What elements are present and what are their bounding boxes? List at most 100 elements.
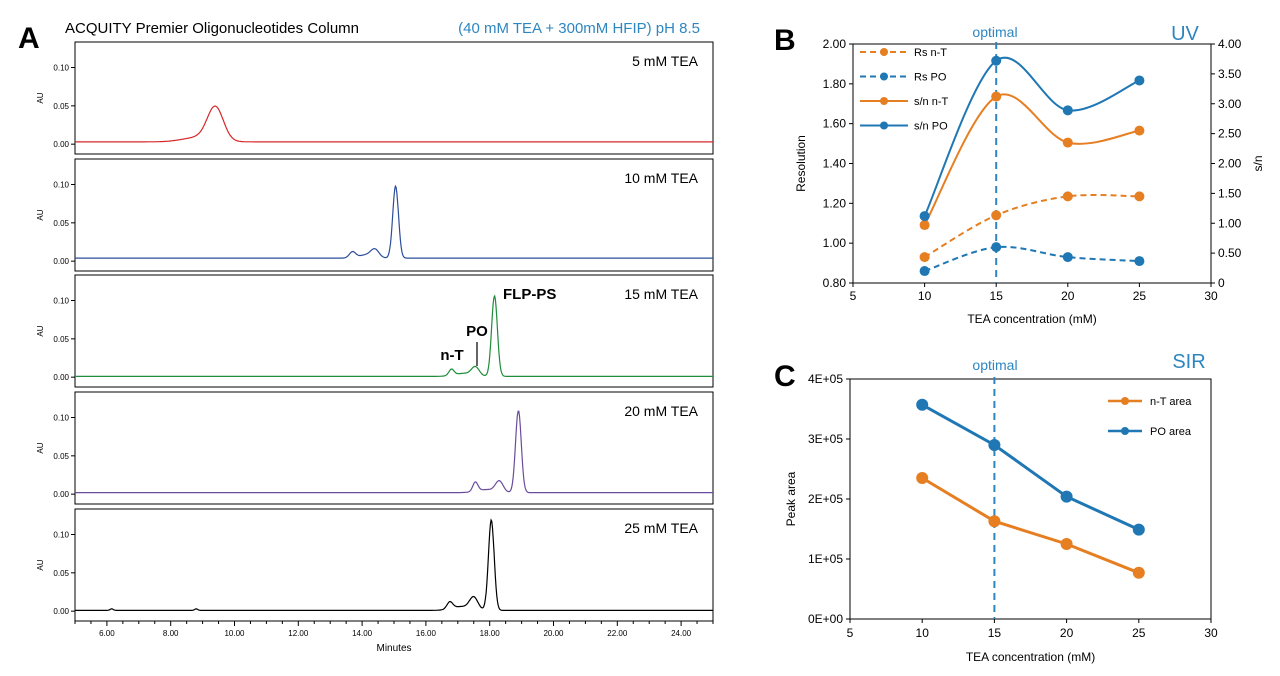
x-tick-label: 25 — [1132, 626, 1146, 640]
x-axis-label: TEA concentration (mM) — [967, 312, 1096, 326]
y-tick-label: 0.80 — [823, 276, 847, 290]
y2-tick-label: 1.00 — [1218, 216, 1242, 230]
legend-marker — [880, 97, 888, 105]
x-tick-label: 20 — [1060, 626, 1074, 640]
x-tick-label: 6.00 — [99, 629, 115, 638]
x-tick-label: 5 — [850, 289, 857, 303]
panel-b: B UV optimal 0.80 1.00 1.20 1.40 1.60 1.80 2.0… — [774, 23, 1265, 326]
panel-c-letter: C — [774, 360, 796, 393]
x-tick-label: 25 — [1133, 289, 1147, 303]
trace-label: 25 mM TEA — [624, 520, 698, 536]
y2-tick-label: 0.50 — [1218, 246, 1242, 260]
chromatogram-frame — [74, 158, 714, 272]
y-tick-label: 0.05 — [53, 452, 69, 461]
y-tick-label: 0.05 — [53, 102, 69, 111]
series-line — [921, 403, 1140, 531]
legend-marker — [880, 72, 888, 81]
data-point — [1132, 523, 1145, 536]
x-tick-label: 10.00 — [224, 629, 245, 638]
y-tick-label: 0.10 — [53, 531, 69, 540]
x-tick-label: 18.00 — [480, 629, 501, 638]
y2-tick-label: 2.00 — [1218, 157, 1242, 171]
y-axis-label: AU — [36, 442, 45, 453]
uv-legend: Rs n-T Rs PO s/n n-T s/n PO — [860, 47, 949, 133]
x-axis-label: TEA concentration (mM) — [966, 650, 1095, 664]
y2-tick-label: 4.00 — [1218, 37, 1242, 51]
trace-label: 5 mM TEA — [632, 53, 699, 69]
y-tick-label: 0.00 — [53, 373, 69, 382]
trace-label: 10 mM TEA — [624, 170, 698, 186]
chromatogram-frame — [74, 274, 714, 388]
data-point — [991, 210, 1002, 221]
panel-a-condition: (40 mM TEA + 300mM HFIP) pH 8.5 — [458, 20, 700, 37]
series-po-area — [916, 398, 1145, 536]
data-point — [1062, 137, 1073, 148]
data-point — [988, 515, 1001, 528]
data-point — [916, 398, 929, 411]
y-tick-label: 1.20 — [823, 196, 847, 210]
chromatogram-10-mm-tea: 0.00 0.05 0.10 AU 10 mM TEA — [36, 158, 714, 272]
x-tick-label: 12.00 — [288, 629, 309, 638]
legend-marker — [880, 48, 888, 56]
data-point — [919, 211, 930, 222]
x-tick-label: 20 — [1061, 289, 1075, 303]
x-tick-label: 16.00 — [416, 629, 437, 638]
panel-a-x-axis-label: Minutes — [376, 643, 411, 654]
legend-label: n-T area — [1150, 396, 1192, 408]
trace-line — [75, 410, 713, 494]
y-tick-label: 0.00 — [53, 257, 69, 266]
y-tick-label: 0.10 — [53, 64, 69, 73]
y-tick-label: 1.80 — [823, 77, 847, 91]
y-tick-label: 1.00 — [823, 236, 847, 250]
series-line — [923, 56, 1140, 217]
trace-line — [75, 184, 713, 259]
legend-marker — [1121, 427, 1129, 435]
chromatogram-15-mm-tea: 0.00 0.05 0.10 AU 15 mM TEA — [36, 274, 714, 388]
chromatogram-25-mm-tea: 0.00 0.05 0.10 AU 25 mM TEA — [36, 508, 714, 622]
y-tick-label: 2.00 — [823, 37, 847, 51]
y-tick-label: 2E+05 — [808, 492, 843, 506]
x-tick-label: 24.00 — [671, 629, 692, 638]
trace-line — [75, 105, 713, 143]
sir-legend: n-T area PO area — [1108, 396, 1192, 438]
data-point — [1060, 538, 1073, 550]
panel-c-method-label: SIR — [1172, 351, 1205, 373]
data-point — [1132, 566, 1145, 579]
trace-label: 15 mM TEA — [624, 286, 698, 302]
data-point — [1062, 252, 1073, 263]
panel-a: A ACQUITY Premier Oligonucleotides Colum… — [18, 20, 714, 654]
x-tick-label: 15 — [988, 626, 1002, 640]
series-s-n-n-t — [919, 91, 1145, 231]
data-point — [916, 472, 929, 484]
panel-b-letter: B — [774, 24, 796, 57]
y-axis-label: AU — [36, 325, 45, 336]
y-tick-label: 0.00 — [53, 140, 69, 149]
x-tick-label: 22.00 — [607, 629, 628, 638]
x-tick-label: 20.00 — [543, 629, 564, 638]
series-rs-po — [919, 242, 1145, 277]
x-tick-label: 30 — [1204, 289, 1218, 303]
data-point — [1134, 191, 1145, 202]
legend-label: Rs PO — [914, 72, 947, 84]
data-point — [991, 242, 1002, 253]
x-tick-label: 8.00 — [163, 629, 179, 638]
panel-a-title: ACQUITY Premier Oligonucleotides Column — [65, 20, 359, 37]
plot-frame — [849, 378, 1212, 620]
legend-label: PO area — [1150, 426, 1192, 438]
data-point — [1134, 256, 1145, 267]
legend-label: s/n n-T — [914, 96, 949, 108]
data-point — [1134, 125, 1145, 136]
series-n-t-area — [916, 472, 1145, 579]
series-line — [924, 193, 1140, 258]
x-tick-label: 15 — [990, 289, 1004, 303]
x-tick-label: 30 — [1204, 626, 1218, 640]
data-point — [1062, 105, 1073, 116]
peak-label-n-t: n-T — [440, 347, 463, 364]
sir-chart: 0E+00 1E+05 2E+05 3E+05 4E+05 5 10 15 20 25 30 TEA … — [784, 372, 1218, 664]
y-tick-label: 0.05 — [53, 219, 69, 228]
data-point — [1062, 191, 1073, 202]
data-point — [919, 252, 930, 263]
y-tick-label: 0.10 — [53, 297, 69, 306]
y-tick-label: 0.05 — [53, 569, 69, 578]
